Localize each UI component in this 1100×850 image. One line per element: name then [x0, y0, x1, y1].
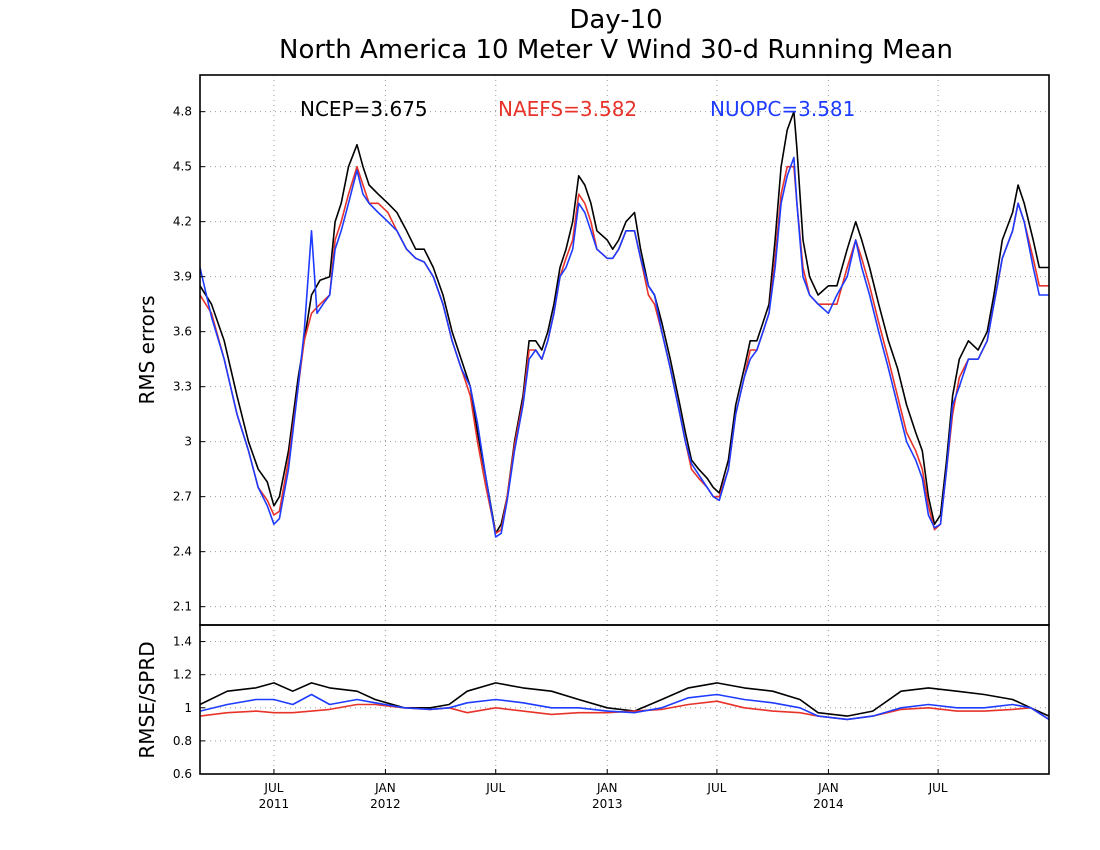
bottom-y-tick-label: 1.4 [173, 635, 192, 649]
top-gridlines [200, 75, 1049, 625]
x-tick-month-label: JUL [263, 781, 283, 795]
x-tick-month-label: JUL [706, 781, 726, 795]
bottom-plot-frame [199, 624, 1050, 775]
x-tick-month-label: JAN [596, 781, 618, 795]
bottom-y-tick-labels: 0.6 0.8 1 1.2 1.4 [173, 635, 205, 781]
bottom-series-lines [199, 682, 1050, 721]
top-y-tick-label: 2.4 [173, 545, 192, 559]
x-tick-year-label: 2013 [592, 797, 623, 811]
x-tick-year-label: 2014 [813, 797, 844, 811]
top-series-nuopc [199, 156, 1049, 538]
top-y-tick-label: 3.6 [173, 325, 192, 339]
x-tick-month-label: JUL [485, 781, 505, 795]
x-tick-year-label: 2011 [259, 797, 290, 811]
chart-subtitle: North America 10 Meter V Wind 30-d Runni… [279, 35, 953, 65]
bottom-y-tick-label: 1.2 [173, 668, 192, 682]
top-series-lines [199, 110, 1049, 538]
bottom-gridlines [200, 625, 1049, 774]
bottom-series-naefs [199, 700, 1050, 721]
x-tick-month-label: JAN [817, 781, 839, 795]
bottom-y-tick-label: 0.8 [173, 734, 192, 748]
top-y-tick-label: 3.9 [173, 270, 192, 284]
score-annotations: NCEP=3.675 NAEFS=3.582 NUOPC=3.581 [300, 97, 855, 121]
top-y-tick-labels: 2.1 2.4 2.7 3 3.3 3.6 3.9 4.2 4.5 4.8 [173, 105, 205, 614]
top-y-axis-label: RMS errors [135, 295, 159, 404]
top-y-tick-label: 2.7 [173, 490, 192, 504]
top-y-tick-label: 4.8 [173, 105, 192, 119]
x-tick-month-label: JUL [928, 781, 948, 795]
bottom-series-ncep [199, 682, 1050, 717]
chart-title: Day-10 [569, 5, 662, 35]
x-tick-year-label: 2012 [370, 797, 401, 811]
bottom-y-tick-label: 0.6 [173, 767, 192, 781]
bottom-series-nuopc [199, 693, 1050, 721]
x-tick-labels: JUL 2011 JAN 2012 JUL JAN 2013 JUL JAN 2014 JUL [259, 769, 948, 811]
bottom-y-axis-label: RMSE/SPRD [135, 641, 159, 758]
bottom-y-tick-label: 1 [184, 701, 192, 715]
score-annotation: NUOPC=3.581 [710, 97, 855, 121]
x-tick-month-label: JAN [374, 781, 396, 795]
top-y-tick-label: 4.2 [173, 215, 192, 229]
score-annotation: NCEP=3.675 [300, 97, 428, 121]
score-annotation: NAEFS=3.582 [498, 97, 637, 121]
top-y-tick-label: 3.3 [173, 380, 192, 394]
top-plot-frame [199, 74, 1050, 626]
top-series-ncep [199, 110, 1049, 535]
top-y-tick-label: 2.1 [173, 600, 192, 614]
top-y-tick-label: 3 [184, 435, 192, 449]
top-y-tick-label: 4.5 [173, 160, 192, 174]
